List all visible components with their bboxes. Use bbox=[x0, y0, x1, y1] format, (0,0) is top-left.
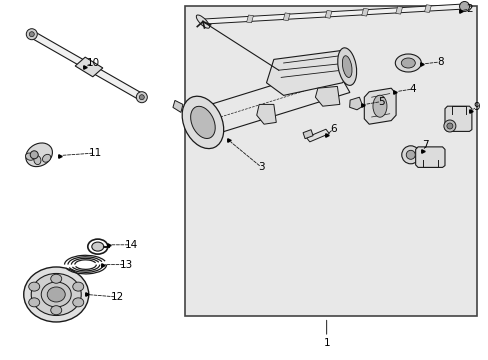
Ellipse shape bbox=[47, 287, 65, 302]
Ellipse shape bbox=[29, 282, 40, 291]
Text: 1: 1 bbox=[323, 338, 329, 348]
Text: 4: 4 bbox=[409, 84, 416, 94]
Ellipse shape bbox=[196, 15, 209, 28]
Polygon shape bbox=[266, 50, 351, 95]
Ellipse shape bbox=[337, 48, 356, 85]
Polygon shape bbox=[202, 4, 464, 24]
Ellipse shape bbox=[25, 153, 34, 160]
Polygon shape bbox=[303, 130, 312, 139]
Ellipse shape bbox=[190, 106, 215, 139]
Ellipse shape bbox=[41, 282, 71, 307]
Polygon shape bbox=[173, 100, 183, 112]
Polygon shape bbox=[29, 32, 144, 100]
Polygon shape bbox=[364, 88, 395, 124]
Ellipse shape bbox=[182, 96, 223, 149]
Text: 11: 11 bbox=[88, 148, 102, 158]
Ellipse shape bbox=[29, 298, 40, 307]
Polygon shape bbox=[395, 6, 402, 14]
Polygon shape bbox=[444, 106, 471, 131]
Polygon shape bbox=[361, 8, 368, 16]
Ellipse shape bbox=[446, 123, 452, 129]
Polygon shape bbox=[256, 104, 276, 124]
Ellipse shape bbox=[26, 29, 37, 40]
Polygon shape bbox=[325, 10, 331, 18]
Ellipse shape bbox=[24, 267, 88, 322]
Ellipse shape bbox=[30, 151, 38, 159]
Ellipse shape bbox=[51, 306, 61, 315]
Text: 6: 6 bbox=[329, 124, 336, 134]
Text: 13: 13 bbox=[119, 260, 133, 270]
Text: 10: 10 bbox=[86, 58, 99, 68]
Ellipse shape bbox=[406, 150, 414, 159]
Ellipse shape bbox=[136, 92, 147, 103]
Ellipse shape bbox=[34, 156, 41, 165]
Ellipse shape bbox=[401, 58, 414, 68]
Text: 5: 5 bbox=[377, 96, 384, 107]
Ellipse shape bbox=[372, 95, 386, 117]
Ellipse shape bbox=[199, 18, 206, 25]
Ellipse shape bbox=[73, 298, 83, 307]
Ellipse shape bbox=[342, 56, 351, 77]
Polygon shape bbox=[315, 86, 339, 106]
Ellipse shape bbox=[51, 274, 61, 283]
Polygon shape bbox=[75, 57, 102, 77]
Text: 2: 2 bbox=[465, 4, 472, 14]
Polygon shape bbox=[283, 13, 289, 21]
Ellipse shape bbox=[139, 95, 144, 100]
Text: 8: 8 bbox=[436, 57, 443, 67]
Polygon shape bbox=[349, 97, 362, 110]
Text: 9: 9 bbox=[472, 102, 479, 112]
Ellipse shape bbox=[401, 146, 419, 164]
Ellipse shape bbox=[31, 274, 81, 315]
Ellipse shape bbox=[29, 32, 34, 37]
Text: 3: 3 bbox=[258, 162, 264, 172]
Polygon shape bbox=[415, 147, 444, 167]
Polygon shape bbox=[424, 5, 430, 13]
Ellipse shape bbox=[459, 1, 468, 12]
Polygon shape bbox=[306, 129, 328, 142]
Bar bbox=[184, 6, 476, 316]
Ellipse shape bbox=[92, 242, 103, 251]
Ellipse shape bbox=[394, 54, 421, 72]
Ellipse shape bbox=[443, 120, 455, 132]
Ellipse shape bbox=[42, 154, 51, 162]
Polygon shape bbox=[246, 15, 253, 23]
Ellipse shape bbox=[73, 282, 83, 291]
Polygon shape bbox=[195, 66, 349, 136]
Ellipse shape bbox=[26, 143, 52, 167]
Text: 14: 14 bbox=[124, 240, 138, 250]
Text: 12: 12 bbox=[110, 292, 124, 302]
Text: 7: 7 bbox=[421, 140, 428, 150]
